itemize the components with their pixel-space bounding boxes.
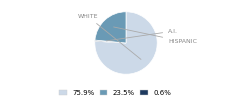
Wedge shape bbox=[95, 40, 126, 43]
Wedge shape bbox=[95, 12, 157, 74]
Text: HISPANIC: HISPANIC bbox=[114, 27, 197, 44]
Wedge shape bbox=[95, 12, 126, 43]
Text: A.I.: A.I. bbox=[106, 29, 178, 41]
Text: WHITE: WHITE bbox=[78, 14, 141, 59]
Legend: 75.9%, 23.5%, 0.6%: 75.9%, 23.5%, 0.6% bbox=[59, 89, 172, 96]
